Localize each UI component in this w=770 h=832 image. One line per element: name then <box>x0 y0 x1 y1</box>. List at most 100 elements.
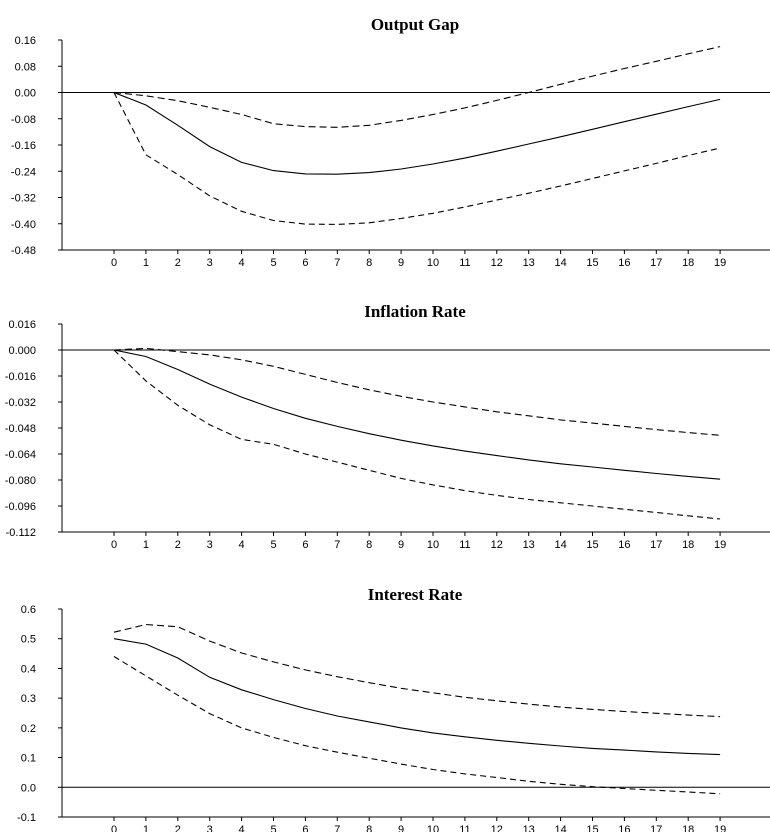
chart-title: Inflation Rate <box>364 302 466 321</box>
x-tick-label: 14 <box>554 824 566 832</box>
x-tick-label: 13 <box>523 257 535 269</box>
y-tick-label: -0.24 <box>11 166 36 178</box>
x-tick-label: 11 <box>459 824 470 832</box>
y-tick-label: -0.48 <box>11 245 36 257</box>
x-tick-label: 8 <box>366 824 372 832</box>
x-tick-label: 16 <box>618 824 630 832</box>
x-tick-label: 18 <box>682 824 694 832</box>
y-tick-label: -0.048 <box>5 423 36 435</box>
y-tick-label: -0.1 <box>17 812 36 824</box>
confidence-band-line <box>113 656 721 795</box>
y-tick-label: 0.6 <box>21 604 36 616</box>
x-tick-label: 5 <box>270 257 276 269</box>
y-tick-label: 0.16 <box>15 35 36 47</box>
chart-panel-1: Inflation Rate 0.016 0.000 -0.016 -0.032 -0.0… <box>5 302 770 551</box>
x-tick-label: 17 <box>650 824 662 832</box>
x-tick-label: 0 <box>111 257 117 269</box>
x-tick-label: 10 <box>427 824 439 832</box>
chart-panel-0: Output Gap 0.16 0.08 0.00 -0.08 -0.16 -0.24 -0.… <box>11 15 770 269</box>
chart-panel-2: Interest Rate 0.6 0.5 0.4 0.3 0.2 0.1 0.0 -0.1 0 1… <box>17 585 770 832</box>
x-tick-label: 13 <box>523 824 535 832</box>
x-tick-label: 10 <box>427 257 439 269</box>
point-estimate-line <box>113 91 721 175</box>
y-tick-label: 0.2 <box>21 723 36 735</box>
x-tick-label: 0 <box>111 824 117 832</box>
y-tick-label: -0.064 <box>5 449 36 461</box>
x-tick-label: 3 <box>207 824 213 832</box>
x-tick-label: 16 <box>618 539 630 551</box>
x-tick-label: 15 <box>586 539 598 551</box>
x-tick-label: 2 <box>175 257 181 269</box>
x-tick-label: 2 <box>175 824 181 832</box>
x-tick-label: 12 <box>491 824 503 832</box>
y-tick-label: -0.112 <box>6 527 36 539</box>
y-tick-label: 0.3 <box>21 693 36 705</box>
y-tick-label: -0.080 <box>5 475 36 487</box>
x-tick-label: 4 <box>239 257 245 269</box>
y-tick-label: -0.016 <box>5 371 36 383</box>
y-tick-label: 0.4 <box>21 663 36 675</box>
x-tick-label: 16 <box>618 257 630 269</box>
point-estimate-line <box>113 349 721 480</box>
x-tick-label: 3 <box>207 257 213 269</box>
y-tick-label: -0.16 <box>11 140 36 152</box>
x-tick-label: 7 <box>334 824 340 832</box>
x-tick-label: 17 <box>650 257 662 269</box>
x-tick-label: 15 <box>586 257 598 269</box>
x-tick-label: 1 <box>143 824 149 832</box>
x-tick-label: 14 <box>554 257 566 269</box>
y-tick-label: -0.32 <box>11 193 36 205</box>
y-tick-label: 0.5 <box>21 634 36 646</box>
y-tick-label: 0.016 <box>8 319 36 331</box>
x-tick-label: 11 <box>459 257 470 269</box>
x-tick-label: 15 <box>586 824 598 832</box>
x-tick-label: 0 <box>111 539 117 551</box>
y-tick-label: 0.000 <box>8 345 36 357</box>
x-tick-label: 17 <box>650 539 662 551</box>
x-tick-label: 13 <box>523 539 535 551</box>
x-tick-label: 19 <box>714 257 726 269</box>
point-estimate-line <box>113 638 721 756</box>
confidence-band-line <box>113 623 721 718</box>
x-tick-label: 9 <box>398 539 404 551</box>
confidence-band-line <box>113 92 721 225</box>
y-tick-label: 0.00 <box>15 88 36 100</box>
x-tick-label: 3 <box>207 539 213 551</box>
confidence-band-line <box>113 46 721 128</box>
x-tick-label: 12 <box>491 539 503 551</box>
confidence-band-line <box>113 349 721 520</box>
confidence-band-line <box>113 347 721 436</box>
y-tick-label: 0.1 <box>21 753 36 765</box>
chart-title: Interest Rate <box>368 585 463 604</box>
x-tick-label: 19 <box>714 824 726 832</box>
y-tick-label: 0.0 <box>21 782 36 794</box>
chart-title: Output Gap <box>371 15 459 34</box>
y-tick-label: 0.08 <box>15 61 36 73</box>
x-tick-label: 4 <box>239 539 245 551</box>
y-tick-label: -0.096 <box>5 501 36 513</box>
x-tick-label: 9 <box>398 257 404 269</box>
x-tick-label: 7 <box>334 257 340 269</box>
x-tick-label: 11 <box>459 539 470 551</box>
x-tick-label: 8 <box>366 257 372 269</box>
x-tick-label: 1 <box>143 539 149 551</box>
y-tick-label: -0.40 <box>11 219 36 231</box>
x-tick-label: 6 <box>302 824 308 832</box>
x-tick-label: 7 <box>334 539 340 551</box>
x-tick-label: 4 <box>239 824 245 832</box>
x-tick-label: 1 <box>143 257 149 269</box>
y-tick-label: -0.08 <box>11 114 36 126</box>
x-tick-label: 5 <box>270 539 276 551</box>
y-tick-label: -0.032 <box>5 397 36 409</box>
x-tick-label: 5 <box>270 824 276 832</box>
x-tick-label: 14 <box>554 539 566 551</box>
x-tick-label: 12 <box>491 257 503 269</box>
x-tick-label: 9 <box>398 824 404 832</box>
x-tick-label: 6 <box>302 539 308 551</box>
x-tick-label: 18 <box>682 539 694 551</box>
x-tick-label: 2 <box>175 539 181 551</box>
x-tick-label: 18 <box>682 257 694 269</box>
x-tick-label: 19 <box>714 539 726 551</box>
x-tick-label: 10 <box>427 539 439 551</box>
